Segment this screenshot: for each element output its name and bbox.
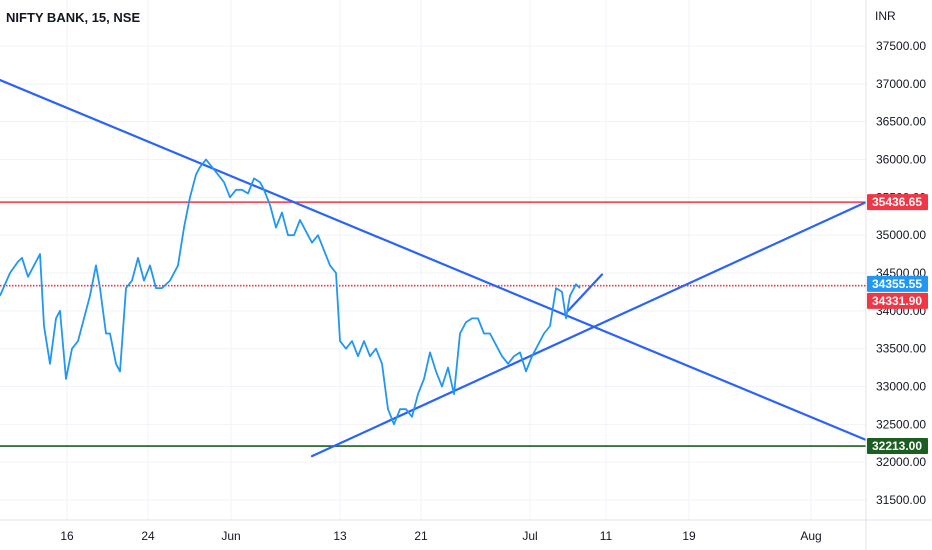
y-tick-label: 36500.00 xyxy=(876,115,926,129)
price-badge-32213.00: 32213.00 xyxy=(867,438,928,455)
trend-line-1 xyxy=(310,201,867,458)
y-tick-label: 33000.00 xyxy=(876,380,926,394)
price-badge-label: 34355.55 xyxy=(872,277,922,291)
price-line xyxy=(0,158,581,426)
price-badge-34355.55: 34355.55 xyxy=(867,275,928,292)
price-badge-35436.65: 35436.65 xyxy=(867,194,928,211)
y-tick-label: 32500.00 xyxy=(876,417,926,431)
x-tick-label: 16 xyxy=(60,529,74,543)
horizontal-levels xyxy=(0,201,866,447)
price-badge-label: 35436.65 xyxy=(872,195,922,209)
x-tick-label: 19 xyxy=(682,529,696,543)
price-badge-34331.90: 34331.90 xyxy=(867,292,928,309)
x-tick-label: Aug xyxy=(800,529,821,543)
grid xyxy=(0,0,866,520)
x-tick-label: 24 xyxy=(141,529,155,543)
trend-lines xyxy=(0,78,867,458)
x-tick-label: Jun xyxy=(221,529,240,543)
time-axis: 16 24 Jun 13 21 Jul 11 19 Aug xyxy=(60,529,821,543)
y-tick-label: 37500.00 xyxy=(876,39,926,53)
y-tick-label: 37000.00 xyxy=(876,77,926,91)
price-badge-label: 32213.00 xyxy=(872,439,922,453)
currency-label: INR xyxy=(875,9,896,23)
y-tick-label: 33500.00 xyxy=(876,342,926,356)
price-badge-label: 34331.90 xyxy=(872,294,922,308)
x-tick-label: Jul xyxy=(522,529,537,543)
price-badge-bg xyxy=(867,438,928,455)
price-badge-bg xyxy=(867,275,928,292)
x-tick-label: 11 xyxy=(600,529,613,543)
x-tick-label: 13 xyxy=(333,529,347,543)
y-tick-label: 36000.00 xyxy=(876,153,926,167)
trend-line-2 xyxy=(566,273,604,312)
x-tick-label: 21 xyxy=(414,529,428,543)
y-tick-label: 32000.00 xyxy=(876,455,926,469)
price-badge-bg xyxy=(867,292,928,309)
price-badges: 35436.65 34355.55 34331.90 32213.00 xyxy=(867,194,928,455)
price-series xyxy=(0,158,581,426)
price-badge-bg xyxy=(867,194,928,211)
chart-title: NIFTY BANK, 15, NSE xyxy=(6,10,140,25)
y-tick-label: 31500.00 xyxy=(876,493,926,507)
y-tick-label: 35000.00 xyxy=(876,228,926,242)
trend-line-0 xyxy=(0,78,867,441)
